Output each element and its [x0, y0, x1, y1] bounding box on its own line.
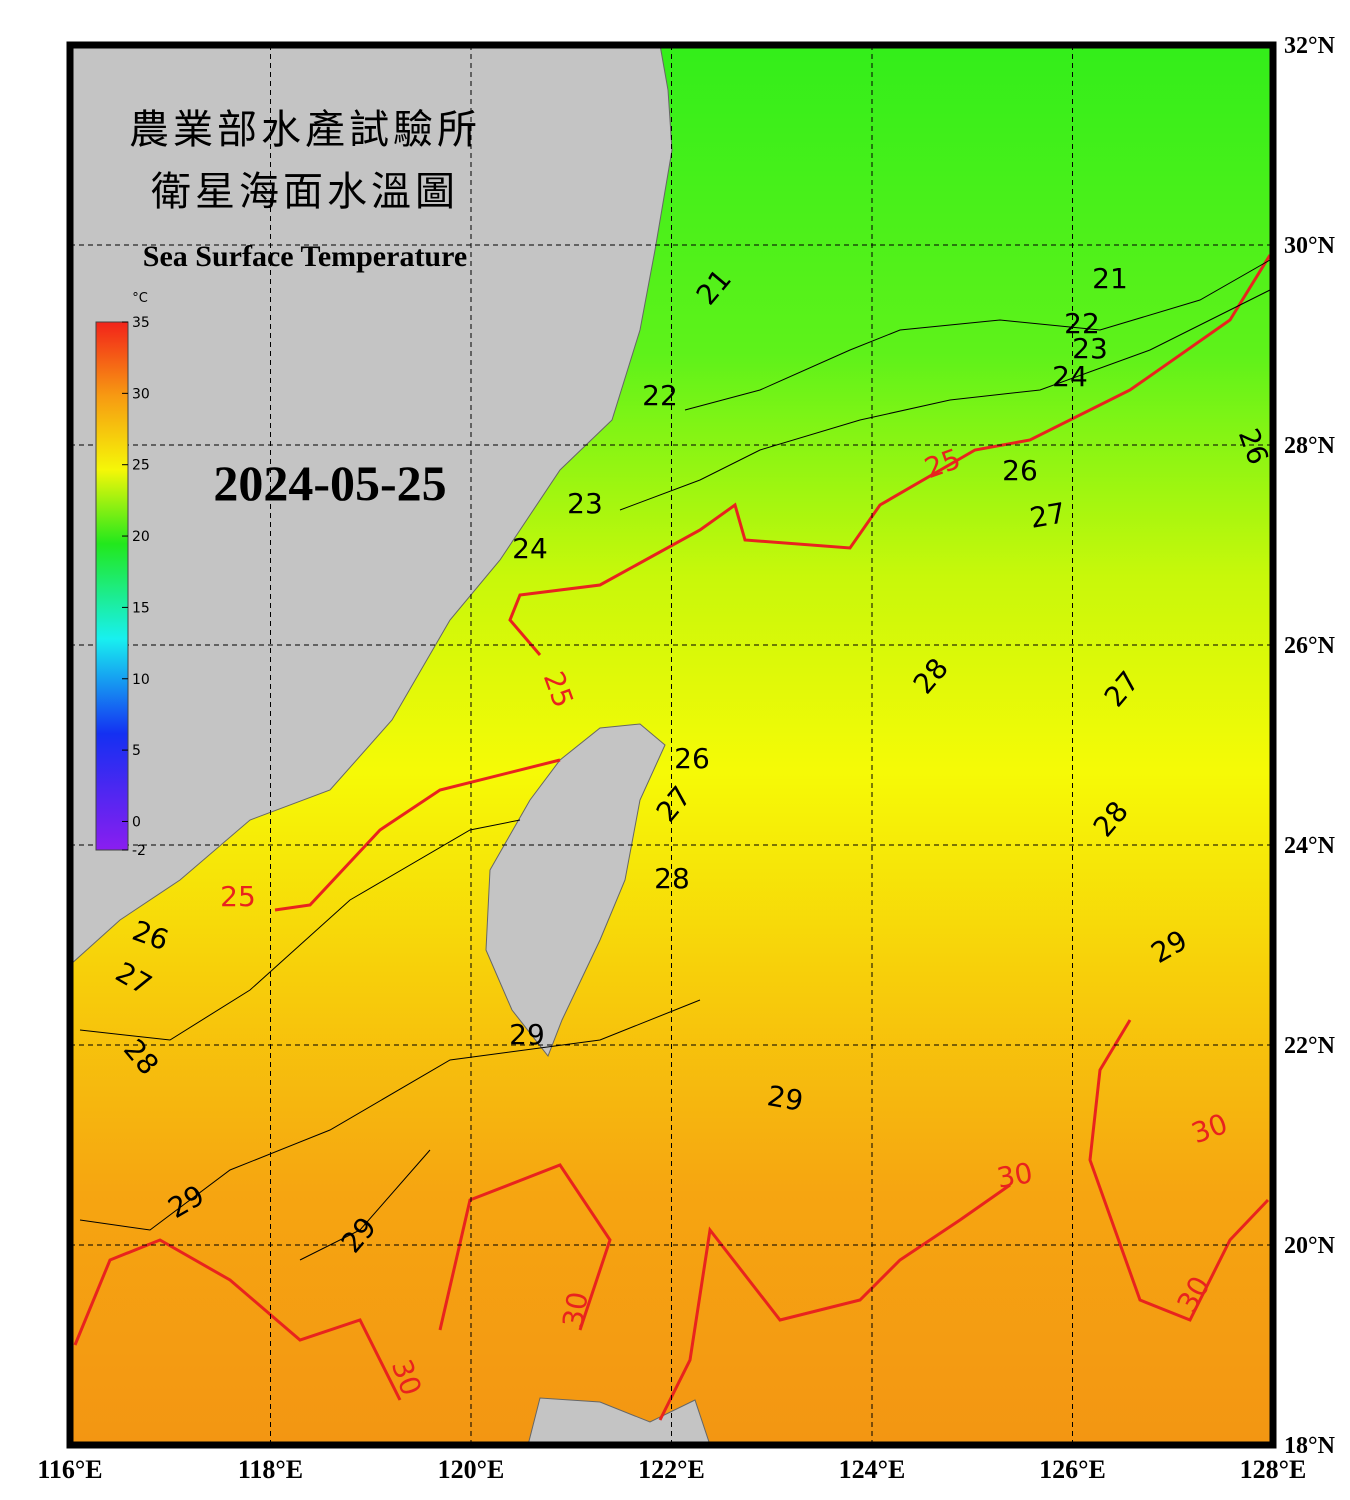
contour-label: 23 — [1072, 332, 1108, 365]
colorbar-tick-label: 0 — [132, 814, 141, 830]
lon-label: 118°E — [238, 1455, 303, 1484]
lon-label: 122°E — [638, 1455, 705, 1484]
lat-label: 18°N — [1284, 1433, 1336, 1459]
contour-label: 25 — [220, 880, 256, 913]
contour-label: 29 — [765, 1079, 806, 1118]
colorbar-unit: °C — [132, 291, 148, 306]
colorbar — [95, 321, 129, 851]
colorbar-tick-label: 20 — [132, 529, 150, 545]
lon-label: 120°E — [438, 1455, 505, 1484]
lon-label: 126°E — [1039, 1455, 1106, 1484]
lat-label: 20°N — [1284, 1233, 1336, 1259]
contour-label: 27 — [1027, 496, 1068, 535]
contour-label: 30 — [994, 1156, 1035, 1195]
colorbar-ticks: 35 30 25 20 15 10 5 0 -2 — [122, 315, 150, 859]
subtitle-zh: 衛星海面水溫圖 — [151, 169, 459, 214]
contour-label: 26 — [674, 742, 710, 775]
lat-label: 26°N — [1284, 633, 1336, 659]
colorbar-tick-label: -2 — [132, 843, 146, 859]
lat-label: 24°N — [1284, 833, 1336, 859]
contour-label: 22 — [1064, 307, 1100, 340]
title-en: Sea Surface Temperature — [143, 240, 467, 273]
lon-label: 116°E — [37, 1455, 102, 1484]
colorbar-tick-label: 30 — [132, 386, 150, 402]
contour-label: 23 — [567, 487, 603, 520]
lon-label: 128°E — [1240, 1455, 1307, 1484]
contour-label: 22 — [642, 379, 678, 412]
isotherm-black — [79, 259, 1271, 1261]
colorbar-tick-label: 25 — [132, 458, 150, 474]
colorbar-tick-label: 5 — [132, 743, 141, 759]
isotherm-red — [73, 254, 1272, 1421]
lat-label: 30°N — [1284, 233, 1336, 259]
lat-label: 22°N — [1284, 1033, 1336, 1059]
colorbar-tick-label: 10 — [132, 672, 150, 688]
colorbar-tick-label: 15 — [132, 600, 150, 616]
contour-label: 30 — [556, 1289, 595, 1330]
contour-label: 24 — [1052, 360, 1088, 393]
mainland — [69, 44, 673, 967]
map-frame — [66, 41, 1277, 1449]
contour-label: 29 — [509, 1018, 545, 1051]
contour-label: 26 — [1002, 454, 1038, 487]
lon-label: 124°E — [839, 1455, 906, 1484]
title-zh: 農業部水產試驗所 — [129, 107, 481, 152]
colorbar-tick-label: 35 — [132, 315, 150, 331]
lat-label: 28°N — [1284, 433, 1336, 459]
taiwan — [485, 723, 666, 1057]
lat-label: 32°N — [1284, 33, 1336, 59]
contour-label: 24 — [512, 532, 548, 565]
date: 2024-05-25 — [213, 455, 446, 511]
contour-label: 28 — [654, 862, 690, 895]
contour-label: 21 — [1092, 262, 1128, 295]
